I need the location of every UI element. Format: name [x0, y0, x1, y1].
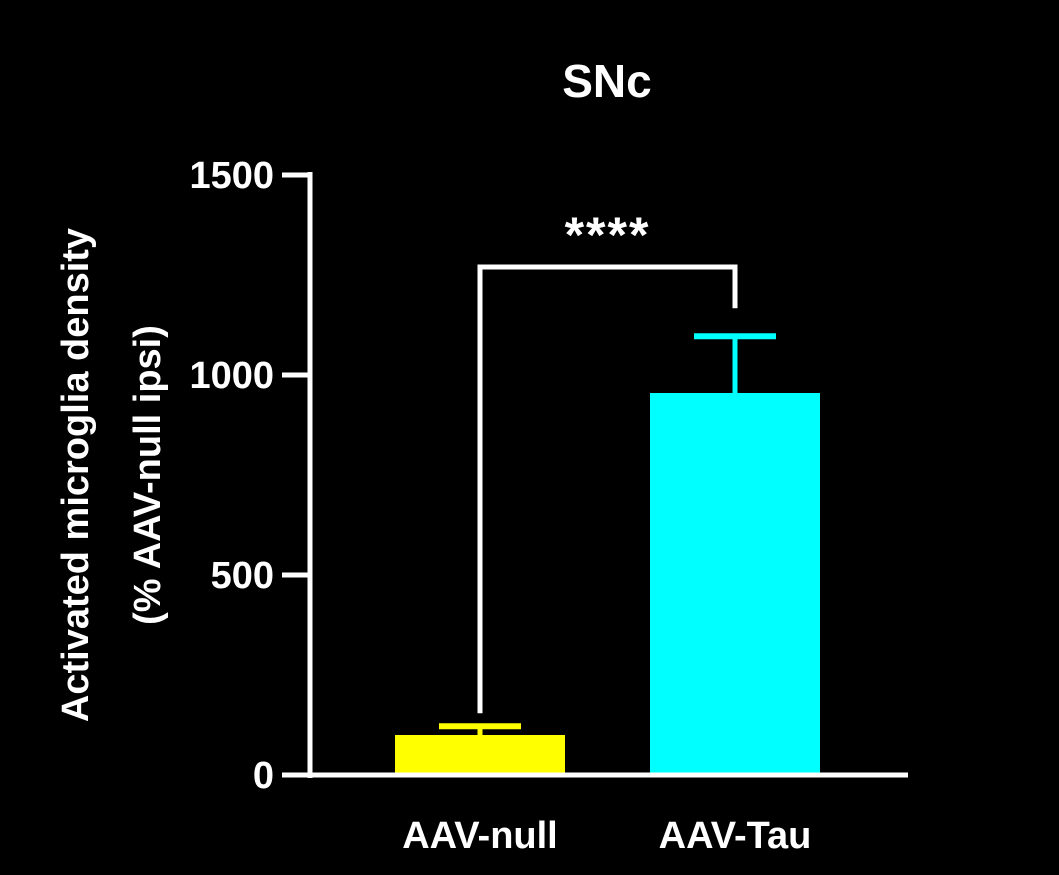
y-tick-label: 1500	[189, 155, 274, 197]
bar-aav-null	[395, 735, 565, 775]
significance-bracket	[477, 264, 738, 714]
bar-aav-tau	[650, 393, 820, 775]
x-tick-label: AAV-Tau	[659, 815, 812, 857]
x-tick-label: AAV-null	[402, 815, 558, 857]
y-axis-label-line1: Activated microglia density	[55, 228, 97, 722]
significance-label: ****	[565, 207, 651, 263]
y-tick-label: 500	[211, 555, 274, 597]
chart-title: SNc	[562, 55, 651, 107]
y-tick-label: 1000	[189, 355, 274, 397]
y-axis-label-line2: (% AAV-null ipsi)	[127, 325, 169, 625]
y-tick-label: 0	[253, 755, 274, 797]
